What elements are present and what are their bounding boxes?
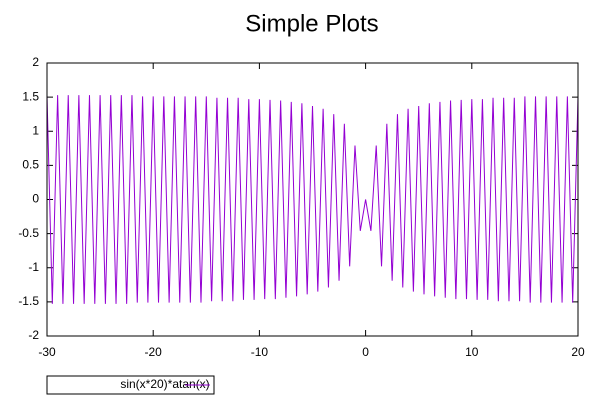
y-tick-label: -1 (28, 260, 39, 274)
data-line (46, 95, 579, 304)
y-tick-label: -1.5 (18, 294, 39, 308)
legend-label: sin(x*20)*atan(x) (120, 377, 209, 391)
x-tick-label: -20 (145, 345, 163, 359)
y-tick-label: 1 (32, 123, 39, 137)
y-tick-label: 0.5 (22, 158, 39, 172)
plot-border (46, 62, 579, 337)
y-tick-label: 1.5 (22, 89, 39, 103)
y-tick-label: -2 (28, 328, 39, 342)
legend-box (46, 375, 215, 395)
y-tick-label: 0 (32, 192, 39, 206)
y-tick-label: -0.5 (18, 226, 39, 240)
x-tick-label: 0 (362, 345, 369, 359)
x-tick-label: 20 (571, 345, 585, 359)
x-tick-label: -10 (251, 345, 269, 359)
y-tick-label: 2 (32, 55, 39, 69)
x-tick-label: 10 (465, 345, 479, 359)
x-tick-label: -30 (38, 345, 56, 359)
chart-title: Simple Plots (245, 10, 378, 37)
